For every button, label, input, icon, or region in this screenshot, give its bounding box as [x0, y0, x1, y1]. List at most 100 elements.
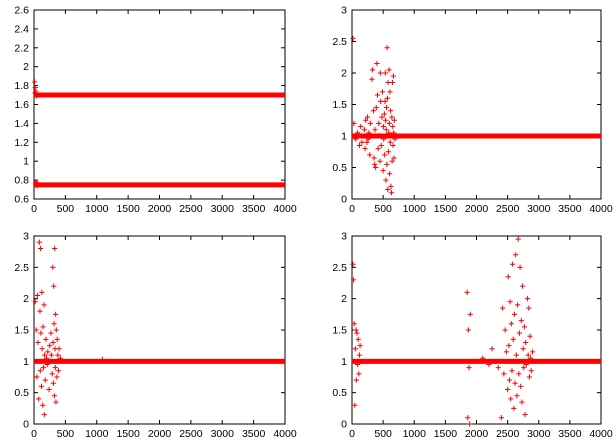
x-tick-label: 1500: [434, 428, 458, 440]
x-tick-label: 1500: [116, 203, 140, 215]
data-point: [360, 133, 366, 139]
data-point: [377, 158, 383, 164]
data-point: [355, 130, 361, 136]
data-point: [517, 264, 523, 270]
x-tick-label: 2000: [465, 428, 489, 440]
x-tick-label: 3000: [527, 203, 551, 215]
data-point: [380, 168, 386, 174]
data-point: [492, 358, 498, 364]
data-point: [386, 120, 392, 126]
data-point: [518, 318, 524, 324]
data-point: [354, 330, 360, 336]
data-point: [509, 368, 515, 374]
y-tick-label: 2.2: [14, 42, 29, 54]
x-tick-label: 3000: [527, 428, 551, 440]
y-tick-label: 2.4: [14, 23, 29, 35]
y-tick-label: 1.6: [14, 99, 29, 111]
data-point: [467, 421, 473, 427]
data-point: [386, 67, 392, 73]
x-tick-label: 1000: [403, 203, 427, 215]
data-point: [51, 321, 57, 327]
y-tick-label: 0: [341, 419, 347, 431]
data-point: [49, 371, 55, 377]
data-point: [518, 383, 524, 389]
chart-panel-top-right: 0 500 1000 1500 2000 2500 3000 3500 4000 0 0.5 1 1.5…: [332, 5, 612, 216]
data-point: [53, 399, 59, 405]
data-point: [507, 299, 513, 305]
data-point: [387, 89, 393, 95]
data-point: [50, 339, 56, 346]
data-point: [364, 114, 371, 120]
y-tick-label: 0.5: [14, 387, 29, 399]
data-point: [382, 70, 388, 76]
x-tick-label: 4000: [589, 203, 613, 215]
data-point: [32, 90, 38, 96]
x-tick-label: 2500: [179, 203, 203, 215]
x-tick-label: 500: [57, 428, 75, 440]
data-point: [486, 361, 492, 368]
x-tick-label: 1000: [85, 428, 109, 440]
data-point: [32, 84, 38, 91]
data-point: [525, 352, 531, 358]
data-point: [390, 73, 396, 79]
data-point: [359, 139, 365, 145]
x-tick-label: 0: [31, 428, 37, 440]
data-point: [39, 289, 45, 295]
data-point: [391, 130, 397, 136]
data-point: [388, 190, 395, 196]
data-point: [508, 321, 514, 327]
data-point: [388, 183, 394, 189]
data-point: [467, 311, 473, 317]
data-point: [377, 70, 383, 76]
data-point: [383, 117, 389, 123]
data-point: [464, 289, 470, 295]
data-point: [352, 346, 359, 352]
x-tick-label: 3500: [558, 428, 582, 440]
chart-panel-bottom-left: 0 500 1000 1500 2000 2500 3000 3500 4000 0 0.5 1 1.5…: [14, 231, 296, 441]
data-point: [52, 245, 58, 252]
data-point: [373, 164, 379, 171]
data-point: [53, 358, 60, 364]
y-tick-label: 3: [341, 5, 347, 17]
data-point: [389, 79, 396, 86]
x-tick-label: 1500: [116, 428, 140, 440]
data-point: [365, 136, 371, 142]
y-tick-label: 1.5: [332, 325, 347, 337]
data-point: [52, 365, 58, 371]
y-tick-label: 1.8: [14, 80, 29, 92]
data-point: [527, 333, 533, 339]
data-point: [33, 327, 39, 333]
chart-panel-bottom-right: 0 500 1000 1500 2000 2500 3000 3500 4000 0 0.5 1 1.5…: [332, 231, 612, 441]
data-point: [502, 327, 508, 333]
data-point: [522, 412, 528, 418]
y-tick-label: 2: [341, 293, 347, 305]
data-point: [45, 349, 51, 355]
data-point: [391, 155, 397, 161]
data-point: [511, 311, 518, 317]
data-point: [387, 171, 393, 177]
data-point: [38, 383, 45, 389]
data-point: [43, 355, 50, 361]
data-point: [384, 161, 390, 167]
data-point: [392, 136, 398, 142]
data-point: [356, 142, 363, 149]
data-point: [385, 186, 391, 193]
data-point: [39, 346, 45, 352]
data-point: [381, 136, 387, 142]
data-point: [33, 93, 40, 99]
data-point: [390, 142, 396, 149]
y-tick-label: 1: [341, 131, 347, 143]
data-point: [356, 371, 362, 377]
data-point: [389, 158, 395, 164]
y-tick-label: 3: [23, 231, 29, 243]
data-point: [466, 365, 472, 371]
data-point: [389, 114, 395, 120]
data-point: [390, 123, 396, 130]
data-point: [41, 412, 47, 418]
data-point: [352, 402, 358, 408]
x-tick-label: 0: [349, 203, 355, 215]
data-point: [42, 377, 48, 383]
data-point: [374, 92, 381, 98]
data-point: [384, 95, 391, 101]
data-point: [34, 374, 40, 380]
